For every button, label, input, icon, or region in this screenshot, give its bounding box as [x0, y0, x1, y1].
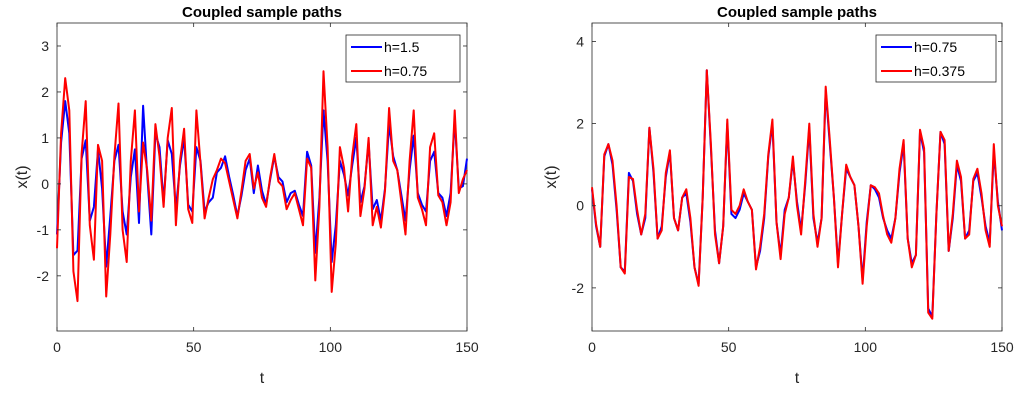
chart-right: Coupled sample paths 0 50 100 150 -2 0 2 4 t x(… [543, 4, 1014, 387]
chart-left-legend: h=1.5 h=0.75 [345, 34, 461, 83]
series-line-h-0-75 [56, 70, 468, 303]
y-tick-label: -2 [572, 280, 585, 296]
y-tick-label: 2 [576, 116, 584, 132]
legend-box [345, 34, 461, 83]
legend-label-h-0-375: h=0.375 [914, 63, 965, 79]
chart-right-plot [591, 69, 1003, 320]
chart-right-title: Coupled sample paths [717, 4, 877, 21]
y-tick-label: 3 [41, 38, 49, 54]
chart-right-xlabel: t [795, 370, 800, 387]
x-tick-label: 100 [319, 339, 343, 355]
chart-left-plot [56, 70, 468, 303]
y-tick-label: 0 [41, 176, 49, 192]
legend-box [875, 34, 997, 83]
legend-label-h-1-5: h=1.5 [384, 39, 420, 55]
chart-left: Coupled sample paths 0 50 100 150 -2 -1 0 1 2 3 t… [14, 4, 479, 387]
chart-left-xlabel: t [260, 370, 265, 387]
x-tick-label: 150 [455, 339, 479, 355]
x-tick-label: 0 [53, 339, 61, 355]
y-tick-label: -2 [37, 268, 50, 284]
y-tick-label: 1 [41, 130, 49, 146]
x-tick-label: 0 [588, 339, 596, 355]
y-tick-label: 4 [576, 33, 584, 49]
chart-right-legend: h=0.75 h=0.375 [875, 34, 997, 83]
x-tick-label: 150 [990, 339, 1014, 355]
chart-left-ylabel: x(t) [14, 165, 31, 188]
chart-left-ticks: 0 50 100 150 -2 -1 0 1 2 3 [37, 23, 479, 355]
chart-right-ylabel: x(t) [543, 165, 560, 188]
legend-label-h-0-75: h=0.75 [384, 63, 427, 79]
chart-right-ticks: 0 50 100 150 -2 0 2 4 [572, 23, 1014, 355]
x-tick-label: 50 [186, 339, 202, 355]
y-tick-label: 2 [41, 84, 49, 100]
series-line-h-0-375 [591, 69, 1003, 320]
legend-label-h-0-75: h=0.75 [914, 39, 957, 55]
x-tick-label: 50 [721, 339, 737, 355]
y-tick-label: -1 [37, 222, 50, 238]
chart-left-title: Coupled sample paths [182, 4, 342, 21]
y-tick-label: 0 [576, 198, 584, 214]
x-tick-label: 100 [854, 339, 878, 355]
